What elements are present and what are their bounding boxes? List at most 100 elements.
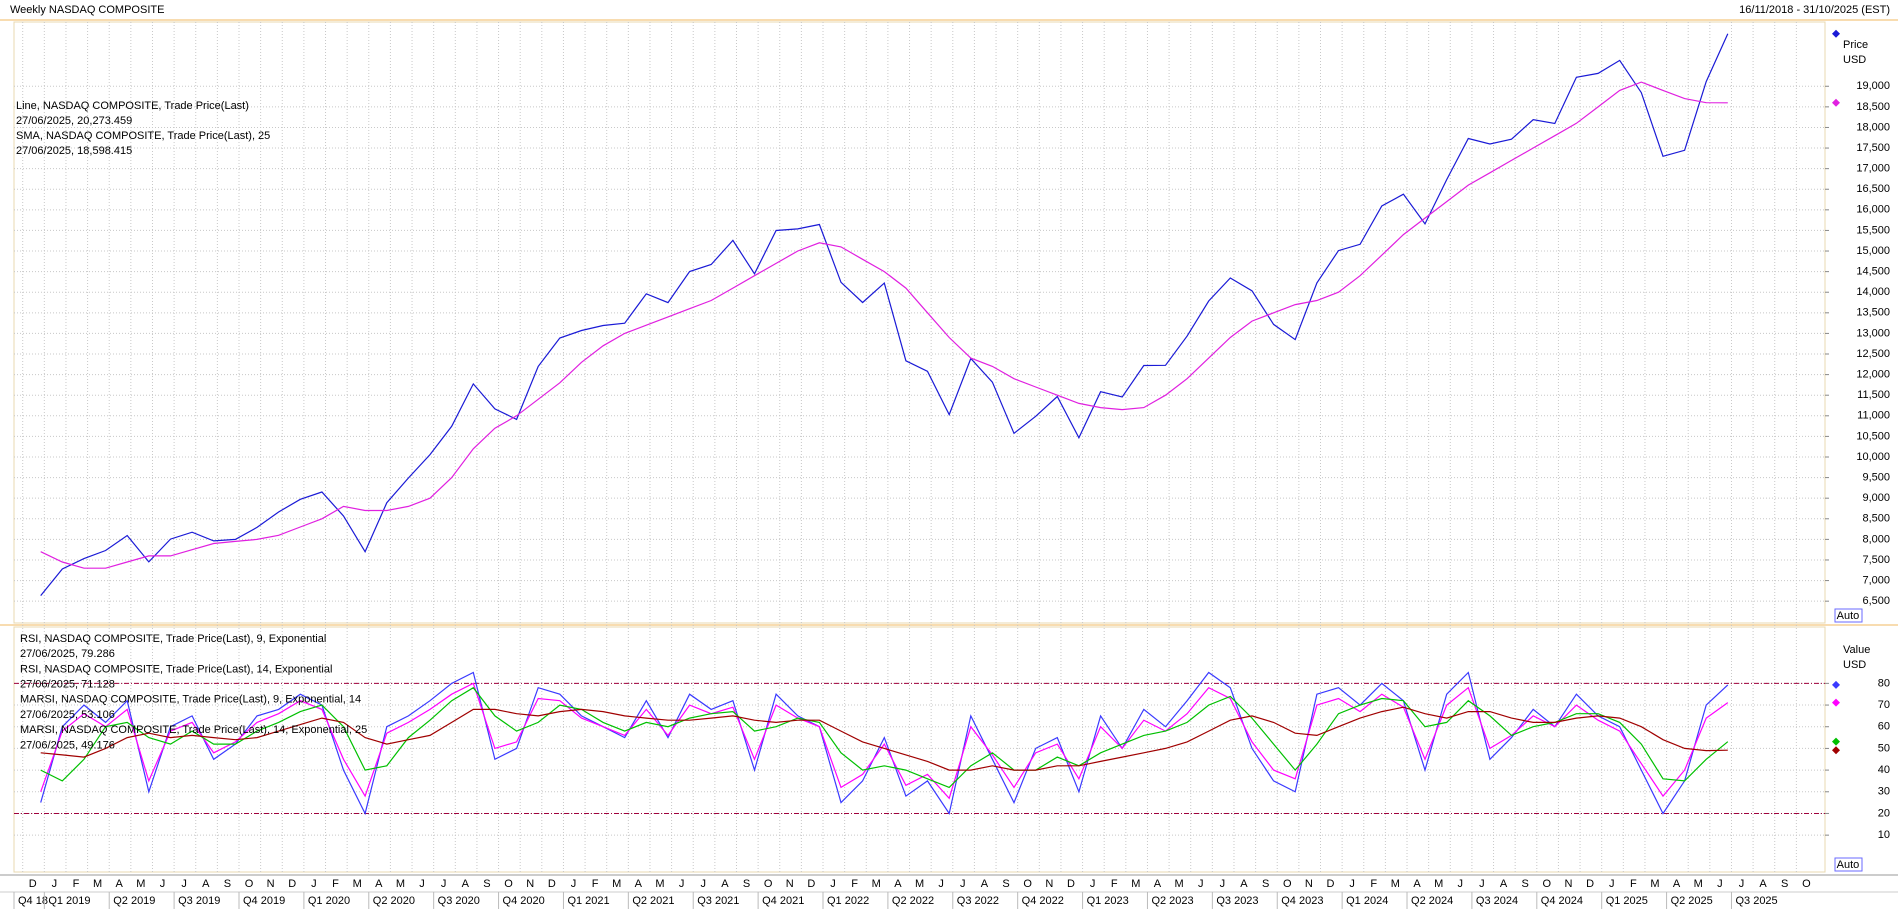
legend-name: MARSI, NASDAQ COMPOSITE, Trade Price(Las…	[20, 694, 361, 706]
month-label: J	[1717, 878, 1723, 890]
month-label: M	[1391, 878, 1400, 890]
legend-name: RSI, NASDAQ COMPOSITE, Trade Price(Last)…	[20, 663, 332, 675]
month-label: O	[1283, 878, 1292, 890]
month-label: A	[1759, 878, 1767, 890]
scale-mode[interactable]: Auto	[1837, 859, 1860, 871]
month-label: F	[73, 878, 80, 890]
month-label: A	[1240, 878, 1248, 890]
legend-last-value: 27/06/2025, 20,273.459	[16, 115, 132, 127]
month-label: J	[311, 878, 317, 890]
y-tick-label: 17,500	[1856, 142, 1890, 154]
quarter-label: Q3 2020	[438, 895, 480, 907]
y-axis-title: Price	[1843, 39, 1868, 51]
y-tick-label: 9,000	[1862, 492, 1890, 504]
quarter-label: Q3 2022	[957, 895, 999, 907]
y-tick-label: 7,000	[1862, 574, 1890, 586]
month-label: O	[1023, 878, 1032, 890]
scale-button[interactable]	[1834, 857, 1863, 872]
month-label: N	[1564, 878, 1572, 890]
month-label: A	[462, 878, 470, 890]
last-value-marker	[1832, 737, 1840, 746]
quarter-label: Q3 2021	[697, 895, 739, 907]
month-label: J	[1479, 878, 1485, 890]
legend-last-value: 27/06/2025, 18,598.415	[16, 145, 132, 157]
quarter-label: Q3 2023	[1216, 895, 1258, 907]
month-label: A	[116, 878, 124, 890]
y-tick-label: 11,500	[1857, 389, 1890, 401]
month-label: J	[938, 878, 944, 890]
legend-last-value: 27/06/2025, 79.286	[20, 648, 115, 660]
quarter-label: Q2 2024	[1411, 895, 1453, 907]
y-tick-label: 12,500	[1856, 348, 1890, 360]
legend-name: SMA, NASDAQ COMPOSITE, Trade Price(Last)…	[16, 130, 270, 142]
scale-mode[interactable]: Auto	[1837, 610, 1860, 622]
last-value-marker	[1832, 680, 1840, 689]
month-label: M	[136, 878, 145, 890]
y-tick-label: 18,500	[1856, 101, 1890, 113]
month-label: M	[396, 878, 405, 890]
month-label: D	[1586, 878, 1594, 890]
y-tick-label: 13,000	[1856, 327, 1890, 339]
quarter-label: Q1 2020	[308, 895, 350, 907]
y-tick-label: 14,000	[1856, 286, 1890, 298]
month-label: J	[700, 878, 706, 890]
y-tick-label: 10	[1878, 829, 1890, 841]
legend-last-value: 27/06/2025, 71.128	[20, 679, 115, 691]
quarter-label: Q2 2020	[373, 895, 415, 907]
month-label: O	[245, 878, 254, 890]
y-tick-label: 14,500	[1856, 266, 1890, 278]
quarter-label: Q2 2025	[1671, 895, 1713, 907]
price-panel	[13, 21, 1826, 624]
quarter-label: Q3 2024	[1476, 895, 1518, 907]
y-tick-label: 20	[1878, 807, 1890, 819]
month-label: F	[332, 878, 339, 890]
month-label: D	[288, 878, 296, 890]
quarter-label: Q3 2019	[178, 895, 220, 907]
y-tick-label: 18,000	[1856, 121, 1890, 133]
quarter-label: Q4 2023	[1281, 895, 1323, 907]
month-label: J	[1609, 878, 1615, 890]
quarter-label: Q1 2019	[48, 895, 90, 907]
month-label: S	[483, 878, 490, 890]
month-label: J	[830, 878, 836, 890]
legend-name: RSI, NASDAQ COMPOSITE, Trade Price(Last)…	[20, 633, 326, 645]
scale-button[interactable]	[1834, 608, 1863, 623]
month-label: J	[1349, 878, 1355, 890]
last-value-marker	[1832, 698, 1840, 707]
y-axis-unit: USD	[1843, 54, 1866, 66]
month-label: A	[1413, 878, 1421, 890]
month-label: S	[224, 878, 231, 890]
month-label: S	[1262, 878, 1269, 890]
legend-name: Line, NASDAQ COMPOSITE, Trade Price(Last…	[16, 100, 249, 112]
y-tick-label: 8,500	[1862, 513, 1890, 525]
month-label: J	[1739, 878, 1745, 890]
quarter-label: Q1 2022	[827, 895, 869, 907]
month-label: J	[52, 878, 58, 890]
quarter-label: Q1 2025	[1606, 895, 1648, 907]
month-label: J	[1198, 878, 1204, 890]
month-label: A	[202, 878, 210, 890]
month-label: N	[1045, 878, 1053, 890]
month-label: F	[1370, 878, 1377, 890]
quarter-label: Q3 2025	[1735, 895, 1777, 907]
quarter-label: Q2 2019	[113, 895, 155, 907]
month-label: M	[93, 878, 102, 890]
month-label: N	[526, 878, 534, 890]
month-label: M	[612, 878, 621, 890]
month-label: A	[894, 878, 902, 890]
month-label: D	[548, 878, 556, 890]
y-tick-label: 80	[1878, 677, 1890, 689]
series-line	[40, 33, 1729, 596]
y-tick-label: 10,000	[1856, 451, 1890, 463]
month-label: A	[981, 878, 989, 890]
month-label: O	[1543, 878, 1552, 890]
month-label: M	[915, 878, 924, 890]
month-label: M	[1694, 878, 1703, 890]
y-tick-label: 15,000	[1856, 245, 1890, 257]
month-label: O	[504, 878, 513, 890]
month-label: D	[29, 878, 37, 890]
month-label: M	[1650, 878, 1659, 890]
month-label: N	[1305, 878, 1313, 890]
